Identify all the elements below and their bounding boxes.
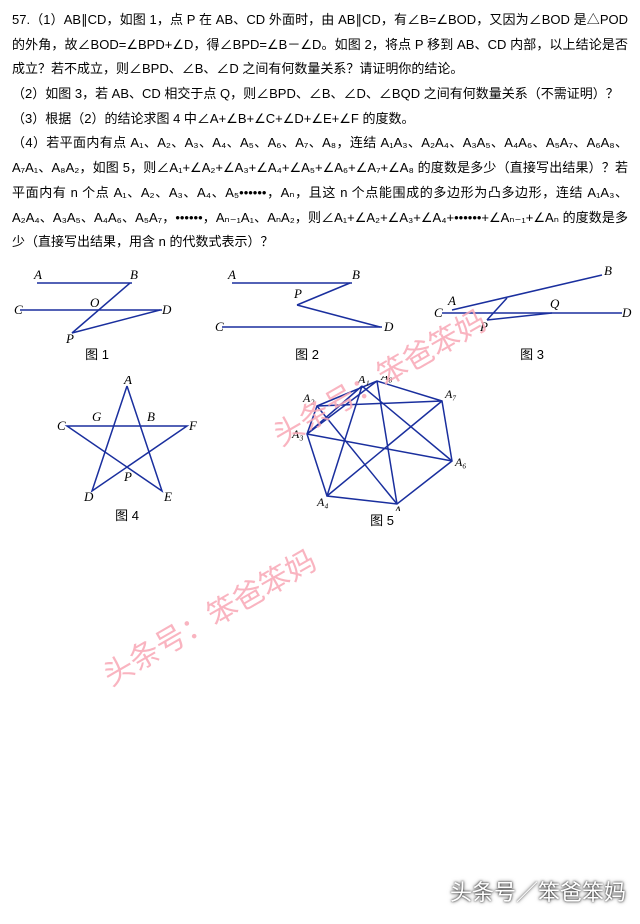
lbl-D4: D [83, 489, 94, 504]
lbl-D: D [161, 302, 172, 317]
para-4: （4）若平面内有点 A₁、A₂、A₃、A₄、A₅、A₆、A₇、A₈，连结 A₁A… [12, 131, 628, 254]
problem-number: 57. [12, 12, 30, 27]
caption-2: 图 2 [212, 343, 402, 368]
lbl-Q3: Q [550, 296, 560, 311]
lbl-C4: C [57, 418, 66, 433]
problem-text: 57.（1）AB∥CD，如图 1，点 P 在 AB、CD 外面时，由 AB∥CD… [12, 8, 628, 255]
lbl-A8: A₈ [380, 376, 393, 383]
lbl-A3: A [447, 293, 456, 308]
figure-2: A B C D P 图 2 [212, 265, 402, 368]
figure-3: A B C D P Q 图 3 [432, 265, 632, 368]
caption-1: 图 1 [12, 343, 182, 368]
lbl-D3: D [621, 305, 632, 320]
lbl-B3: B [604, 265, 612, 278]
lbl-D2: D [383, 319, 394, 334]
para-3: （3）根据（2）的结论求图 4 中∠A+∠B+∠C+∠D+∠E+∠F 的度数。 [12, 107, 628, 132]
lbl-F4: F [188, 418, 198, 433]
lbl-A6: A₆ [454, 455, 467, 469]
lbl-A5: A₅ [393, 503, 406, 511]
watermark-2: 头条号：笨爸笨妈 [92, 534, 328, 703]
lbl-G4: G [92, 409, 102, 424]
lbl-P3: P [479, 319, 488, 334]
caption-3: 图 3 [432, 343, 632, 368]
lbl-E4: E [163, 489, 172, 504]
figure-4: A F E D C G B P 图 4 [42, 376, 212, 529]
lbl-C2: C [215, 319, 224, 334]
caption-5: 图 5 [282, 509, 482, 534]
figure-5: A₁ A₂ A₃ A₄ A₅ A₆ A₇ A₈ 图 5 [282, 376, 482, 534]
lbl-B: B [130, 267, 138, 282]
lbl-B4: B [147, 409, 155, 424]
lbl-A: A [33, 267, 42, 282]
lbl-A4: A [123, 376, 132, 387]
para-1: （1）AB∥CD，如图 1，点 P 在 AB、CD 外面时，由 AB∥CD，有∠… [12, 12, 628, 76]
lbl-P4: P [123, 469, 132, 484]
lbl-A1: A₁ [357, 376, 370, 386]
figures: A B C D O P 图 1 [12, 265, 628, 533]
lbl-B2: B [352, 267, 360, 282]
figure-1: A B C D O P 图 1 [12, 265, 182, 368]
para-2: （2）如图 3，若 AB、CD 相交于点 Q，则∠BPD、∠B、∠D、∠BQD … [12, 82, 628, 107]
lbl-A7: A₇ [444, 387, 457, 401]
lbl-P2: P [293, 286, 302, 301]
lbl-A2: A [227, 267, 236, 282]
lbl-A4: A₄ [316, 495, 329, 509]
lbl-A2: A₂ [302, 391, 315, 405]
footer-attribution: 头条号／笨爸笨妈 [450, 872, 626, 914]
lbl-O: O [90, 295, 100, 310]
lbl-P: P [65, 331, 74, 345]
lbl-A3: A₃ [291, 427, 304, 441]
lbl-C: C [14, 302, 23, 317]
lbl-C3: C [434, 305, 443, 320]
caption-4: 图 4 [42, 504, 212, 529]
